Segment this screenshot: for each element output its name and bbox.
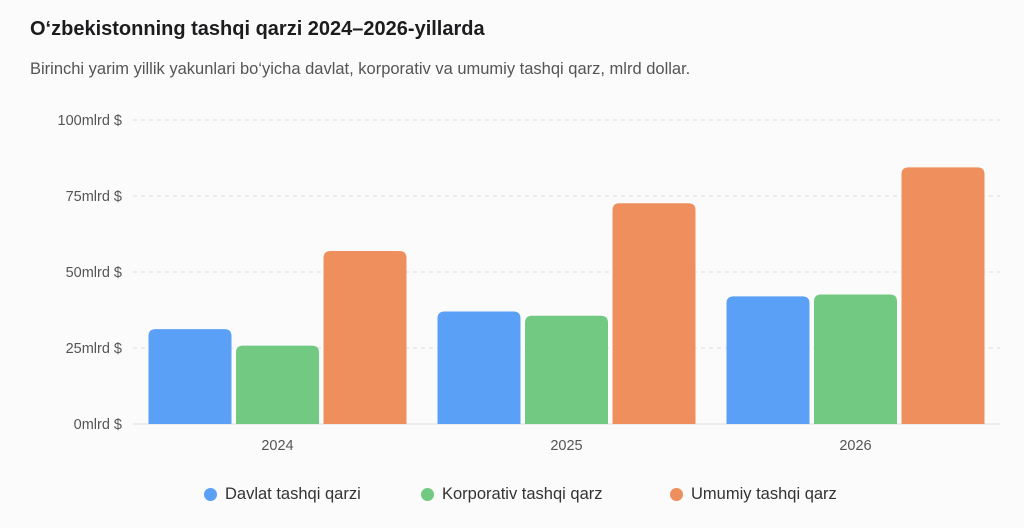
legend-item[interactable]: Davlat tashqi qarzi bbox=[204, 485, 361, 504]
legend-label: Davlat tashqi qarzi bbox=[225, 485, 361, 503]
bar-davlat-tashqi-qarzi-2024[interactable] bbox=[148, 329, 232, 424]
bar-davlat-tashqi-qarzi-2025[interactable] bbox=[437, 311, 521, 424]
bar-umumiy-tashqi-qarz-2024[interactable] bbox=[323, 251, 407, 424]
bar-korporativ-tashqi-qarz-2024[interactable] bbox=[236, 345, 319, 424]
y-tick-label: 25mlrd $ bbox=[66, 341, 122, 357]
legend-label: Umumiy tashqi qarz bbox=[691, 485, 837, 503]
y-tick-label: 0mlrd $ bbox=[74, 417, 122, 433]
chart-title: O‘zbekistonning tashqi qarzi 2024–2026-y… bbox=[30, 18, 485, 40]
legend-item[interactable]: Korporativ tashqi qarz bbox=[421, 485, 603, 504]
x-tick-label: 2026 bbox=[839, 438, 871, 454]
bar-davlat-tashqi-qarzi-2026[interactable] bbox=[726, 296, 810, 424]
bar-umumiy-tashqi-qarz-2025[interactable] bbox=[612, 203, 696, 424]
bar-korporativ-tashqi-qarz-2025[interactable] bbox=[525, 315, 608, 424]
y-tick-label: 50mlrd $ bbox=[66, 265, 122, 281]
y-tick-label: 75mlrd $ bbox=[66, 189, 122, 205]
y-tick-label: 100mlrd $ bbox=[58, 113, 122, 129]
x-tick-label: 2024 bbox=[261, 438, 293, 454]
legend-swatch bbox=[204, 488, 217, 501]
bar-korporativ-tashqi-qarz-2026[interactable] bbox=[814, 294, 897, 424]
legend-item[interactable]: Umumiy tashqi qarz bbox=[670, 485, 837, 504]
legend-swatch bbox=[670, 488, 683, 501]
legend-label: Korporativ tashqi qarz bbox=[442, 485, 603, 503]
legend-swatch bbox=[421, 488, 434, 501]
x-tick-label: 2025 bbox=[550, 438, 582, 454]
chart-subtitle: Birinchi yarim yillik yakunlari bo‘yicha… bbox=[30, 60, 691, 78]
chart-legend: Davlat tashqi qarzi Korporativ tashqi qar… bbox=[0, 485, 1024, 509]
bar-umumiy-tashqi-qarz-2026[interactable] bbox=[901, 167, 985, 424]
